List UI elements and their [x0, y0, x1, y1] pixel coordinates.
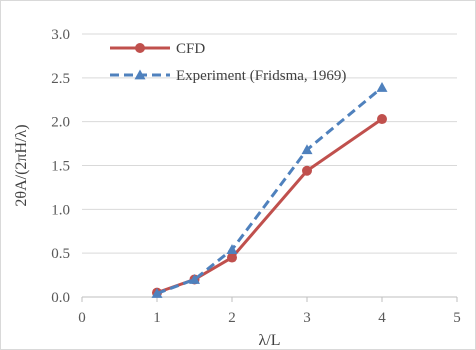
- data-point: [376, 81, 388, 92]
- x-tick-label: 3: [303, 310, 311, 326]
- x-tick-label: 1: [153, 310, 161, 326]
- x-tick-label: 0: [78, 310, 86, 326]
- series-layer: [151, 81, 388, 298]
- y-tick-label: 2.0: [51, 115, 70, 131]
- tick-labels: 0.0 0.5 1.0 1.5 2.0 2.5 3.0 0 1 2 3 4 5: [51, 27, 461, 326]
- y-tick-label: 0.0: [51, 290, 70, 306]
- data-point: [301, 144, 313, 155]
- x-tick-label: 4: [378, 310, 386, 326]
- data-point: [302, 165, 312, 176]
- data-point: [151, 287, 163, 298]
- legend-marker: [135, 43, 145, 53]
- y-axis-label: 2θA/(2πH/λ): [13, 124, 30, 206]
- y-tick-label: 1.5: [51, 159, 70, 175]
- x-tick-label: 5: [453, 310, 461, 326]
- legend-marker: [134, 69, 146, 80]
- legend: CFD Experiment (Fridsma, 1969): [110, 41, 346, 84]
- series-line: [156, 117, 383, 295]
- legend-label: CFD: [176, 41, 205, 57]
- legend-label: Experiment (Fridsma, 1969): [176, 68, 346, 84]
- data-point: [226, 244, 238, 255]
- y-tick-label: 1.0: [51, 202, 70, 218]
- y-tick-label: 2.5: [51, 71, 70, 87]
- y-tick-label: 0.5: [51, 246, 70, 262]
- y-tick-label: 3.0: [51, 27, 70, 43]
- x-tick-label: 2: [228, 310, 236, 326]
- data-point: [227, 252, 237, 263]
- series-line: [156, 86, 383, 295]
- data-point: [377, 114, 387, 125]
- axes: [81, 296, 458, 302]
- x-axis-label: λ/L: [259, 332, 281, 349]
- data-point: [189, 273, 200, 284]
- gridlines: [82, 33, 457, 254]
